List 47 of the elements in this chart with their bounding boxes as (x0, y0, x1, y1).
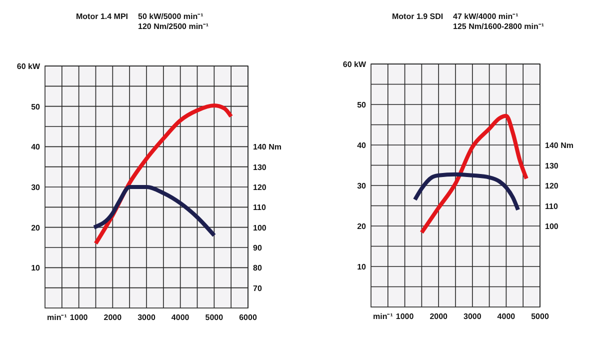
y-tick-label: 20 (357, 222, 367, 231)
y-tick-label: 40 (357, 141, 367, 150)
y2-tick-label: 140 Nm (253, 142, 282, 152)
x-axis-title: min⁻¹ (47, 313, 68, 322)
y2-tick-label: 100 (545, 222, 559, 231)
y-tick-label: 10 (357, 262, 367, 272)
text: 50 kW/5000 min⁻¹ (138, 12, 204, 21)
y2-tick-label: 120 (545, 182, 559, 190)
text: 125 Nm/1600-2800 min⁻¹ (453, 22, 544, 31)
x-tick-label: 6000 (239, 313, 258, 322)
x-tick-label: 2000 (430, 312, 448, 321)
y-tick-label: 10 (31, 264, 41, 273)
x-tick-label: 1000 (70, 313, 88, 322)
y2-tick-label: 70 (253, 284, 262, 293)
y2-tick-label: 110 (253, 203, 266, 212)
chart-title: Motor 1.4 MPI (76, 12, 128, 21)
y2-tick-label: 80 (253, 264, 262, 273)
y2-tick-label: 90 (253, 244, 262, 252)
line-series (420, 114, 528, 234)
y-tick-label: 30 (31, 183, 41, 192)
x-tick-label: 3000 (138, 313, 156, 322)
y-tick-label: 50 (31, 102, 41, 112)
line-series (412, 172, 520, 212)
y-tick-label: 60 kW (342, 60, 366, 69)
text: 47 kW/4000 min⁻¹ (453, 12, 519, 21)
x-tick-label: 5000 (205, 313, 224, 322)
y-tick-label: 40 (31, 142, 41, 152)
y-tick-label: 30 (357, 182, 367, 190)
y-tick-label: 60 kW (16, 62, 40, 71)
x-tick-label: 4000 (497, 312, 516, 321)
y2-tick-label: 130 (253, 162, 267, 172)
text: 120 Nm/2500 min⁻¹ (138, 22, 209, 31)
y2-tick-label: 120 (253, 183, 267, 192)
chart-title: Motor 1.9 SDI (392, 12, 444, 21)
x-axis-title: min⁻¹ (373, 312, 394, 321)
y-tick-label: 20 (31, 223, 41, 232)
x-tick-label: 4000 (171, 313, 190, 322)
y2-tick-label: 100 (253, 223, 267, 232)
line-series (92, 185, 216, 238)
y2-tick-label: 110 (545, 202, 558, 211)
y-tick-label: 50 (357, 100, 367, 110)
x-tick-label: 2000 (104, 313, 122, 322)
y2-tick-label: 140 Nm (545, 141, 574, 150)
x-tick-label: 5000 (531, 312, 550, 321)
y2-tick-label: 130 (545, 161, 559, 170)
x-tick-label: 3000 (464, 312, 482, 321)
x-tick-label: 1000 (396, 312, 414, 321)
